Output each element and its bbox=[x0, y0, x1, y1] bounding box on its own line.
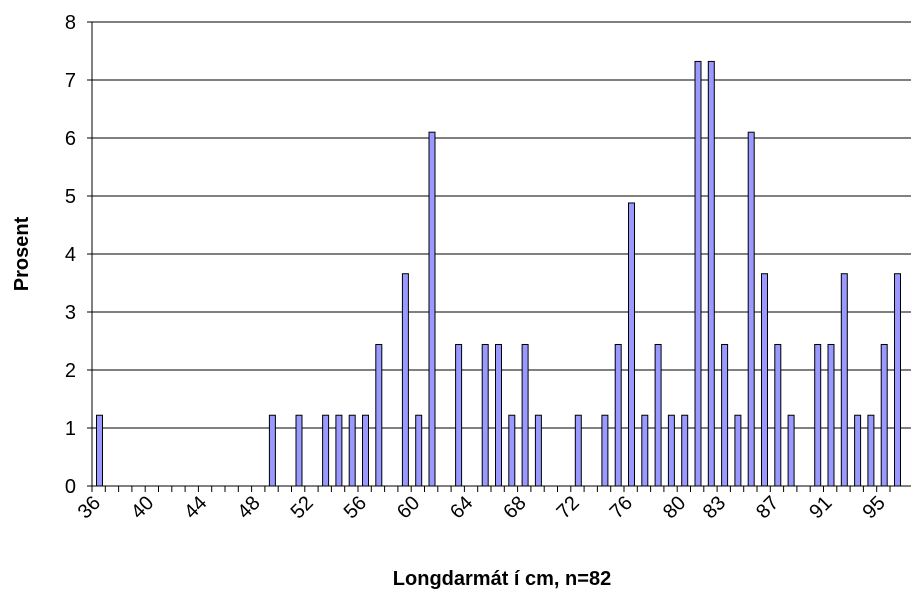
bar-72 bbox=[574, 414, 582, 487]
bar-66 bbox=[495, 343, 502, 487]
bar-83 bbox=[721, 343, 729, 487]
x-tick-label: 95 bbox=[858, 492, 889, 523]
bar-86 bbox=[761, 273, 768, 487]
bar-60 bbox=[415, 414, 423, 487]
x-tick-label: 60 bbox=[393, 492, 424, 523]
x-tick-label: 91 bbox=[805, 492, 836, 523]
y-tick-label: 5 bbox=[65, 186, 76, 208]
x-tick-label: 83 bbox=[699, 492, 730, 523]
bar-87 bbox=[774, 343, 782, 487]
y-tick-label: 6 bbox=[65, 128, 76, 150]
bar-88 bbox=[787, 414, 795, 487]
bar-90 bbox=[814, 343, 822, 487]
x-tick-label: 36 bbox=[74, 492, 105, 523]
bar-54 bbox=[335, 414, 343, 487]
bar-69 bbox=[534, 414, 542, 487]
x-tick-label: 40 bbox=[127, 492, 158, 523]
x-tick-label: 44 bbox=[180, 492, 211, 523]
bar-78 bbox=[654, 343, 662, 487]
bar-77 bbox=[641, 414, 649, 487]
x-tick-label: 68 bbox=[499, 492, 530, 523]
x-tick-label: 64 bbox=[446, 492, 477, 523]
x-tick-label: 80 bbox=[659, 492, 690, 523]
y-tick-label: 2 bbox=[65, 360, 76, 382]
bar-81 bbox=[694, 60, 702, 487]
bar-84 bbox=[734, 414, 742, 487]
bar-53 bbox=[322, 414, 330, 487]
bar-96 bbox=[894, 273, 901, 487]
bar-79 bbox=[667, 414, 675, 487]
y-tick-label: 4 bbox=[65, 244, 76, 266]
gridlines bbox=[92, 21, 911, 429]
bars bbox=[96, 60, 901, 487]
bar-93 bbox=[854, 414, 862, 487]
bar-57 bbox=[375, 343, 383, 487]
x-tick-label: 72 bbox=[553, 492, 584, 523]
y-axis-title: Prosent bbox=[11, 216, 33, 291]
x-tick-label: 48 bbox=[233, 492, 264, 523]
bar-80 bbox=[681, 414, 689, 487]
bar-59 bbox=[401, 273, 409, 487]
bar-51 bbox=[295, 414, 303, 487]
x-tick-label: 52 bbox=[287, 492, 318, 523]
bar-68 bbox=[521, 343, 529, 487]
x-axis-title: Longdarmát í cm, n=82 bbox=[393, 568, 611, 590]
bar-92 bbox=[840, 273, 848, 487]
x-tick-label: 56 bbox=[340, 492, 371, 523]
bar-55 bbox=[348, 414, 356, 487]
bar-67 bbox=[508, 414, 516, 487]
bar-82 bbox=[707, 60, 715, 487]
bar-74 bbox=[601, 414, 609, 487]
bar-65 bbox=[481, 343, 489, 487]
bar-91 bbox=[827, 343, 835, 487]
bar-56 bbox=[362, 414, 369, 487]
y-tick-label: 8 bbox=[65, 12, 76, 34]
bar-85 bbox=[747, 131, 755, 487]
bar-36 bbox=[96, 414, 103, 487]
bar-95 bbox=[880, 343, 888, 487]
x-tick-labels: 36 40 44 48 52 56 60 64 68 72 76 80 83 87 91 95 bbox=[74, 486, 891, 523]
bar-94 bbox=[867, 414, 875, 487]
bar-75 bbox=[614, 343, 622, 487]
x-tick-label: 87 bbox=[752, 492, 783, 523]
bar-63 bbox=[455, 343, 463, 487]
y-tick-labels: 0 1 2 3 4 5 6 7 8 bbox=[65, 12, 92, 498]
bar-76 bbox=[628, 202, 635, 487]
bar-49 bbox=[268, 414, 276, 487]
bar-61 bbox=[428, 131, 436, 487]
y-tick-label: 7 bbox=[65, 70, 76, 92]
x-tick-label: 76 bbox=[606, 492, 637, 523]
y-tick-label: 3 bbox=[65, 302, 76, 324]
y-tick-label: 1 bbox=[65, 418, 76, 440]
y-tick-label: 0 bbox=[65, 476, 76, 498]
